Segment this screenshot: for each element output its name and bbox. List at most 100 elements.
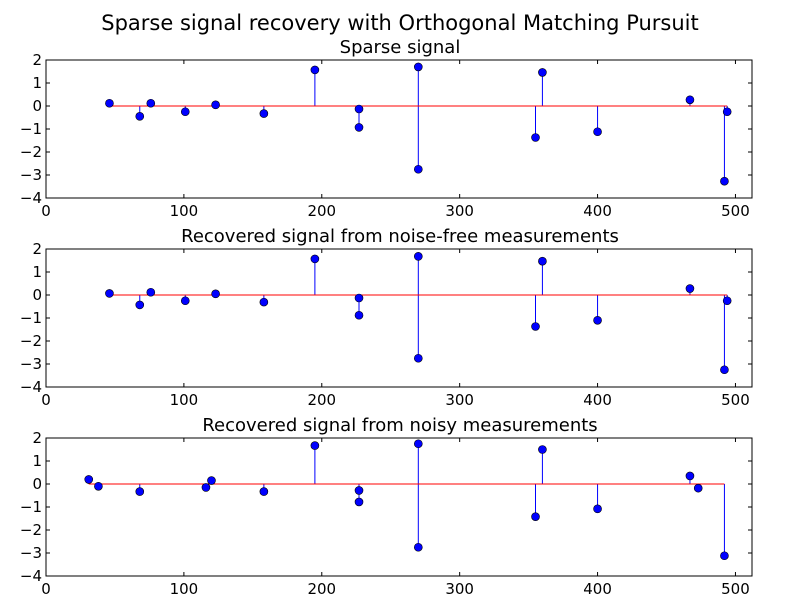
stem-marker (414, 164, 423, 174)
subplot-title: Recovered signal from noisy measurements (202, 415, 597, 436)
stem-marker (685, 471, 695, 481)
stem-marker (593, 315, 602, 325)
x-tick-label: 300 (445, 580, 474, 598)
x-tick-label: 400 (583, 391, 612, 409)
x-tick-label: 200 (307, 580, 336, 598)
y-tick-label: −3 (20, 544, 42, 562)
stem-marker (211, 289, 220, 299)
x-tick-label: 100 (170, 202, 199, 220)
stem-marker (722, 296, 732, 306)
stem-marker (538, 445, 547, 454)
stem-marker (201, 483, 211, 492)
plot-area (84, 439, 729, 561)
x-tick-label: 400 (583, 202, 612, 220)
y-tick-label: −4 (20, 189, 42, 207)
plot-area (105, 62, 732, 186)
axis-ticks: 0 100 200 300 400 500 2 1 0 −1 −2 −3 −4 (20, 429, 752, 598)
x-tick-label: 500 (721, 202, 750, 220)
stem-marker (211, 100, 220, 110)
stem-marker (593, 504, 602, 514)
x-tick-label: 0 (41, 391, 51, 409)
stem-marker (720, 365, 729, 375)
x-tick-label: 300 (445, 202, 474, 220)
stem-marker (105, 289, 114, 298)
y-tick-label: −2 (20, 332, 42, 350)
stem-marker (310, 65, 320, 75)
stem-marker (414, 62, 423, 72)
x-tick-label: 0 (41, 580, 51, 598)
x-tick-label: 500 (721, 580, 750, 598)
stem-marker (538, 256, 547, 266)
x-tick-label: 100 (170, 580, 199, 598)
y-tick-label: 0 (32, 475, 42, 493)
y-tick-label: 0 (32, 97, 42, 115)
y-tick-label: −2 (20, 521, 42, 539)
y-tick-label: 1 (32, 74, 42, 92)
x-tick-label: 200 (307, 391, 336, 409)
stem-marker (84, 475, 94, 484)
x-tick-label: 400 (583, 580, 612, 598)
stem-marker (531, 133, 540, 142)
subplot-title: Sparse signal (340, 37, 461, 58)
stem-marker (310, 254, 320, 264)
axis-ticks: 0 100 200 300 400 500 2 1 0 −1 −2 −3 −4 (20, 51, 752, 220)
stem-marker (180, 296, 190, 306)
stem-marker (414, 353, 423, 363)
stem-marker (135, 487, 145, 496)
y-tick-label: −1 (20, 498, 42, 516)
subplot-sparse-signal: Sparse signal 0 100 200 300 400 500 2 1 0 −1 −2 −3 −… (20, 37, 753, 220)
x-tick-label: 300 (445, 391, 474, 409)
x-tick-label: 200 (307, 202, 336, 220)
y-tick-label: −4 (20, 378, 42, 396)
y-tick-label: 0 (32, 286, 42, 304)
stem-marker (414, 252, 423, 261)
stem-marker (146, 287, 156, 297)
stem-marker (414, 542, 423, 552)
stem-marker (105, 98, 114, 108)
stem-marker (593, 127, 602, 137)
subplot-recovered-noisy: Recovered signal from noisy measurements… (20, 415, 753, 598)
stem-marker (135, 300, 145, 310)
x-tick-label: 500 (721, 391, 750, 409)
x-tick-label: 100 (170, 391, 199, 409)
stem-marker (685, 284, 695, 293)
y-tick-label: −1 (20, 120, 42, 138)
y-tick-label: 1 (32, 452, 42, 470)
stem-marker (720, 176, 729, 186)
y-tick-label: 1 (32, 263, 42, 281)
stem-marker (207, 476, 216, 485)
stem-marker (180, 107, 190, 117)
y-tick-label: 2 (32, 51, 42, 69)
stem-marker (135, 112, 145, 121)
plot-area (105, 252, 732, 375)
y-tick-label: 2 (32, 429, 42, 447)
y-tick-label: −3 (20, 166, 42, 184)
stem-marker (94, 481, 103, 491)
stem-marker (259, 297, 269, 307)
stem-marker (310, 441, 320, 450)
subplot-title: Recovered signal from noise-free measure… (181, 226, 619, 247)
y-tick-label: −2 (20, 143, 42, 161)
y-tick-label: −1 (20, 309, 42, 327)
stem-marker (722, 107, 732, 117)
y-tick-label: −3 (20, 355, 42, 373)
stem-marker (354, 293, 364, 303)
y-tick-label: 2 (32, 240, 42, 258)
stem-marker (354, 123, 364, 132)
stem-marker (146, 98, 156, 108)
x-tick-label: 0 (41, 202, 51, 220)
axis-ticks: 0 100 200 300 400 500 2 1 0 −1 −2 −3 −4 (20, 240, 752, 409)
stem-marker (720, 551, 729, 561)
stem-marker (531, 322, 540, 331)
stem-marker (685, 95, 695, 105)
stem-marker (538, 68, 547, 77)
stem-marker (354, 486, 364, 495)
stem-marker (354, 104, 364, 114)
subplot-recovered-noise-free: Recovered signal from noise-free measure… (20, 226, 753, 409)
figure-suptitle: Sparse signal recovery with Orthogonal M… (101, 11, 699, 35)
stem-marker (414, 439, 423, 449)
stem-marker (354, 310, 364, 320)
stem-marker (354, 497, 364, 507)
